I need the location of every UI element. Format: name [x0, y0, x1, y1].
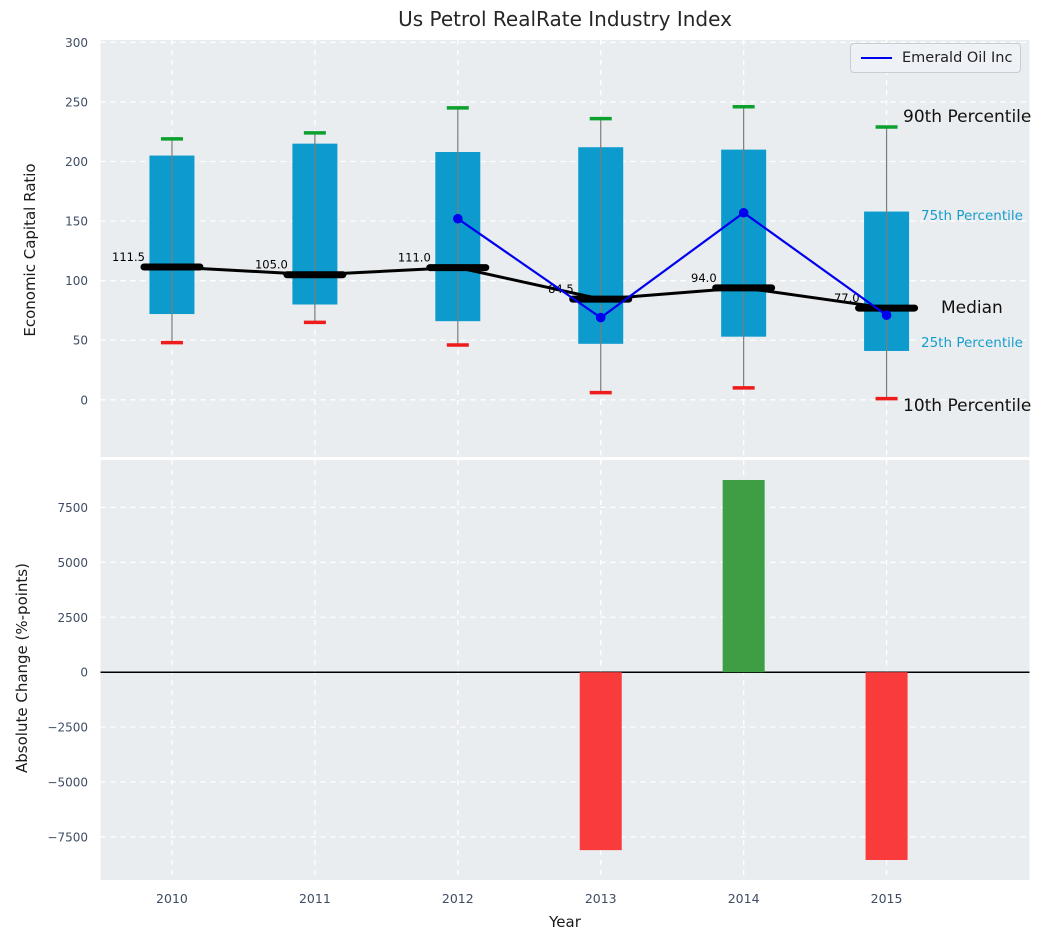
box-2011: [292, 131, 338, 325]
tick-label: 5000: [57, 556, 88, 570]
tick-label: 2500: [57, 611, 88, 625]
tick-labels: 0 50 100 150 200 250 300 −7500 −5000 −2500 0 2500 50…: [47, 36, 902, 906]
tick-label: 0: [80, 666, 88, 680]
legend-label: Emerald Oil Inc: [902, 50, 1013, 66]
tick-label: 2010: [156, 891, 188, 906]
tick-label: −7500: [47, 830, 88, 844]
median-value-label-2015: 77.0: [834, 291, 860, 305]
annotation-75th-percentile: 75th Percentile: [921, 208, 1023, 225]
tick-label: 2012: [442, 891, 474, 906]
tick-label: 100: [65, 274, 88, 288]
annotation-10th-percentile: 10th Percentile: [903, 395, 1032, 416]
tick-label: 2013: [585, 891, 617, 906]
emerald-point-2014: [738, 207, 749, 218]
tick-label: 2011: [299, 891, 331, 906]
x-axis-label: Year: [549, 913, 581, 931]
top-y-axis-label: Economic Capital Ratio: [21, 163, 39, 337]
change-bar-2013: [579, 672, 622, 851]
median-value-label-2011: 105.0: [255, 258, 288, 272]
annotation-90th-percentile: 90th Percentile: [903, 107, 1032, 128]
bottom-y-axis-label: Absolute Change (%-points): [13, 563, 31, 773]
emerald-point-2013: [595, 312, 606, 323]
tick-label: −5000: [47, 776, 88, 790]
tick-label: 2014: [728, 891, 760, 906]
change-bar-2014: [722, 479, 765, 673]
annotation-median: Median: [941, 298, 1003, 319]
tick-label: 2015: [871, 891, 903, 906]
tick-label: 250: [65, 95, 88, 109]
annotation-25th-percentile: 25th Percentile: [921, 334, 1023, 351]
tick-label: 150: [65, 215, 88, 229]
box-2012: [435, 106, 481, 347]
median-value-label-2012: 111.0: [398, 251, 431, 265]
box-2014: [721, 104, 767, 390]
legend: Emerald Oil Inc: [850, 43, 1021, 73]
page-title: Us Petrol RealRate Industry Index: [398, 7, 732, 31]
tick-label: 0: [80, 393, 88, 407]
median-value-label-2010: 111.5: [112, 250, 145, 264]
box-2015: [864, 125, 910, 401]
emerald-oil-line: [453, 207, 892, 323]
bar-series: [100, 479, 1030, 861]
median-value-label-2014: 94.0: [691, 271, 717, 285]
tick-label: 50: [73, 334, 88, 348]
emerald-point-2015: [881, 310, 892, 321]
box-2010: [149, 137, 195, 345]
tick-label: 200: [65, 155, 88, 169]
gridlines: [100, 40, 1030, 880]
legend-line-swatch: [861, 57, 892, 59]
tick-label: 7500: [57, 501, 88, 515]
tick-label: −2500: [47, 721, 88, 735]
change-bar-2015: [865, 672, 908, 861]
emerald-point-2012: [453, 213, 463, 224]
tick-label: 300: [65, 36, 88, 50]
box-2013: [578, 116, 624, 395]
